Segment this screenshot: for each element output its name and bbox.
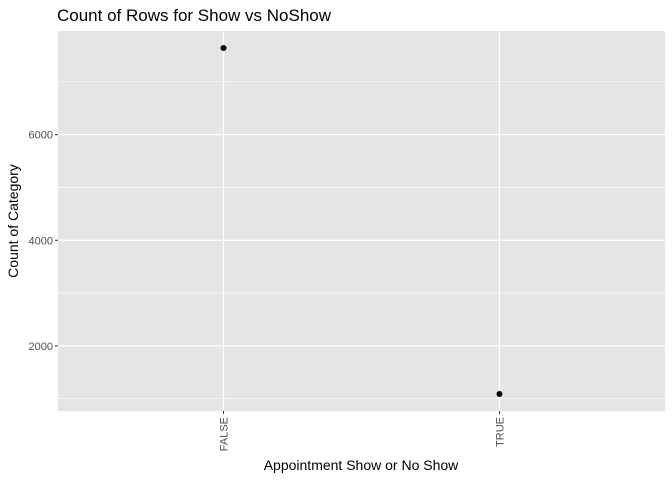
data-points — [220, 45, 503, 397]
x-axis: FALSE TRUE — [219, 411, 506, 451]
major-grid — [58, 31, 665, 411]
x-axis-label: Appointment Show or No Show — [264, 457, 459, 473]
y-tick-label: 4000 — [29, 235, 53, 247]
minor-grid — [58, 81, 665, 399]
chart-title: Count of Rows for Show vs NoShow — [57, 6, 332, 25]
y-axis: 2000 4000 6000 — [29, 130, 58, 353]
data-point — [220, 45, 227, 52]
y-tick-label: 6000 — [29, 130, 53, 142]
y-axis-label: Count of Category — [5, 164, 21, 278]
x-tick-label: FALSE — [219, 417, 231, 451]
plot-panel — [58, 31, 665, 411]
data-point — [496, 390, 503, 397]
y-tick-label: 2000 — [29, 341, 53, 353]
x-tick-label: TRUE — [494, 417, 506, 447]
